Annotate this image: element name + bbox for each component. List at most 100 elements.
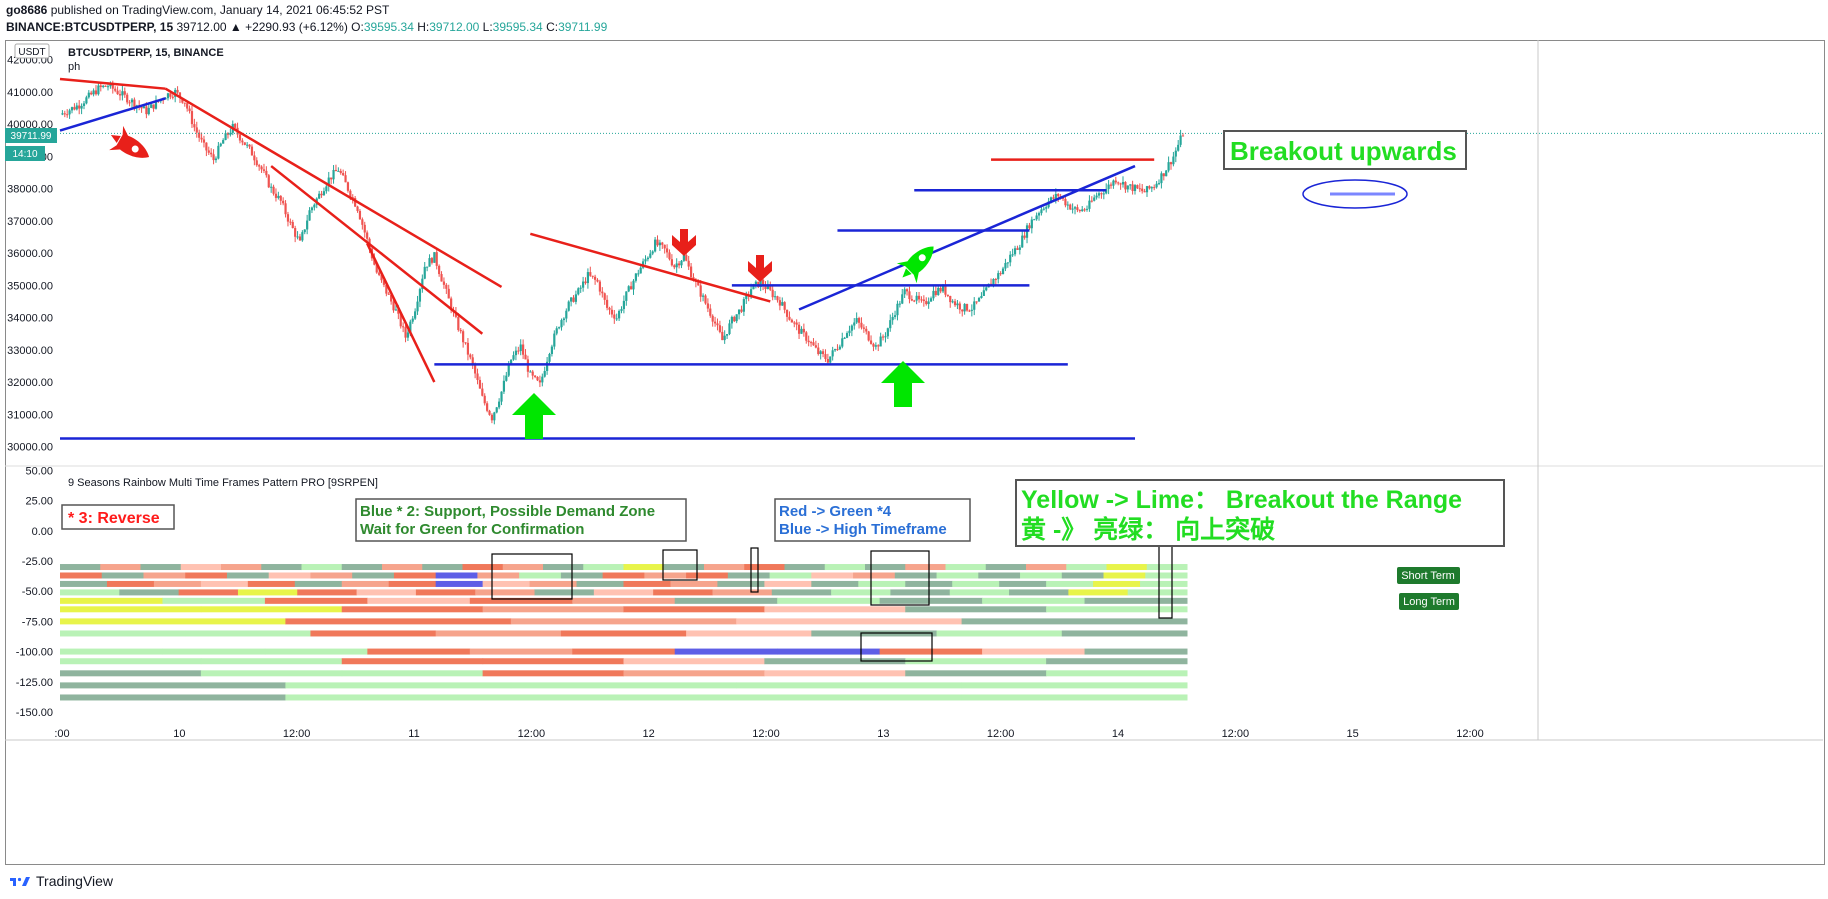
candle-body bbox=[255, 160, 258, 166]
candle-body bbox=[188, 108, 191, 112]
candle-body bbox=[1155, 183, 1158, 188]
rainbow-segment bbox=[462, 564, 504, 571]
candle-body bbox=[505, 375, 508, 381]
candle-body bbox=[1177, 144, 1180, 151]
rainbow-segment bbox=[824, 564, 866, 571]
candle-body bbox=[610, 309, 614, 315]
support-note-line1: Blue * 2: Support, Possible Demand Zone bbox=[360, 503, 655, 520]
rainbow-segment bbox=[226, 572, 270, 579]
candle-body bbox=[891, 316, 894, 321]
candle-body bbox=[1093, 197, 1096, 201]
rainbow-segment bbox=[356, 589, 417, 596]
publisher-name[interactable]: go8686 bbox=[6, 3, 48, 17]
candle-body bbox=[1081, 209, 1084, 212]
candle-body bbox=[1112, 180, 1115, 186]
reverse-note: * 3: Reverse bbox=[68, 510, 160, 527]
rainbow-segment bbox=[285, 694, 512, 701]
candle-body bbox=[663, 244, 666, 249]
candle-body bbox=[279, 195, 282, 201]
candle-body bbox=[980, 295, 983, 299]
rainbow-segment bbox=[865, 564, 906, 571]
candle-body bbox=[390, 294, 393, 302]
candle-body bbox=[493, 412, 496, 421]
candle-body bbox=[181, 97, 184, 103]
long-term-label: Long Term bbox=[1403, 596, 1455, 608]
candle-body bbox=[126, 94, 129, 103]
candle-body bbox=[1045, 207, 1048, 209]
rainbow-segment bbox=[674, 597, 778, 604]
candle-body bbox=[560, 320, 563, 328]
rainbow-segment bbox=[811, 580, 859, 587]
candle-body bbox=[1004, 262, 1007, 269]
candle-body bbox=[773, 296, 777, 298]
annotation-box bbox=[491, 553, 573, 600]
rocket-up-green-icon bbox=[896, 246, 934, 284]
candle-body bbox=[534, 375, 537, 377]
rainbow-segment bbox=[297, 589, 358, 596]
rainbow-segment bbox=[101, 572, 144, 579]
candle-body bbox=[1160, 173, 1163, 184]
candle-body bbox=[226, 133, 230, 135]
candle-body bbox=[202, 139, 206, 143]
x-tick-label: 11 bbox=[408, 728, 419, 740]
trendline-red bbox=[270, 165, 484, 335]
time-tag-label: 14:10 bbox=[12, 149, 37, 160]
reverse-note-box bbox=[61, 504, 175, 530]
price-tag-box bbox=[5, 128, 57, 143]
rainbow-segment bbox=[560, 572, 604, 579]
candle-body bbox=[797, 324, 801, 334]
rainbow-segment bbox=[1103, 572, 1146, 579]
candle-body bbox=[673, 265, 676, 268]
rainbow-segment bbox=[367, 597, 471, 604]
candle-body bbox=[342, 173, 345, 176]
rainbow-segment bbox=[936, 630, 1063, 637]
rainbow-segment bbox=[534, 589, 595, 596]
candle-body bbox=[1150, 187, 1153, 189]
footer-brand[interactable]: TradingView bbox=[36, 873, 114, 889]
candle-body bbox=[589, 272, 592, 276]
rainbow-segment bbox=[727, 572, 771, 579]
candle-body bbox=[1028, 225, 1031, 229]
candle-body bbox=[190, 111, 194, 125]
candle-body bbox=[901, 294, 904, 304]
tradingview-logo-icon bbox=[10, 877, 30, 886]
candle-body bbox=[128, 102, 131, 104]
up-arrow-green-icon bbox=[512, 393, 556, 439]
candle-body bbox=[464, 342, 467, 344]
candle-body bbox=[567, 301, 570, 311]
publish-info: go8686 published on TradingView.com, Jan… bbox=[6, 3, 389, 17]
candle-body bbox=[932, 290, 935, 299]
candle-body bbox=[75, 105, 78, 110]
candle-body bbox=[582, 281, 585, 288]
candle-body bbox=[723, 335, 726, 341]
breakout-label: Breakout upwards bbox=[1230, 136, 1457, 166]
candle-body bbox=[608, 307, 611, 310]
candle-body bbox=[1181, 135, 1185, 137]
candle-body bbox=[1069, 204, 1072, 210]
candle-body bbox=[349, 190, 352, 198]
candle-body bbox=[1076, 207, 1079, 211]
candle-body bbox=[438, 265, 441, 275]
candle-body bbox=[1061, 197, 1065, 199]
candle-body bbox=[85, 97, 88, 104]
candle-body bbox=[414, 311, 417, 319]
rainbow-segment bbox=[310, 572, 353, 579]
candle-body bbox=[629, 286, 633, 290]
rainbow-segment bbox=[602, 572, 645, 579]
candle-body bbox=[382, 280, 386, 285]
rainbow-segment bbox=[949, 589, 1010, 596]
candle-body bbox=[701, 295, 705, 297]
candle-body bbox=[385, 284, 388, 294]
indicator-y-tick-label: 25.00 bbox=[25, 496, 53, 508]
rainbow-segment bbox=[985, 564, 1027, 571]
rainbow-segment bbox=[502, 564, 544, 571]
candle-body bbox=[344, 175, 347, 183]
candle-body bbox=[402, 326, 405, 328]
candle-body bbox=[1119, 183, 1122, 185]
rainbow-segment bbox=[670, 580, 718, 587]
candle-body bbox=[721, 331, 724, 341]
candle-body bbox=[1097, 193, 1101, 196]
candle-body bbox=[298, 236, 302, 241]
rainbow-segment bbox=[341, 670, 484, 677]
